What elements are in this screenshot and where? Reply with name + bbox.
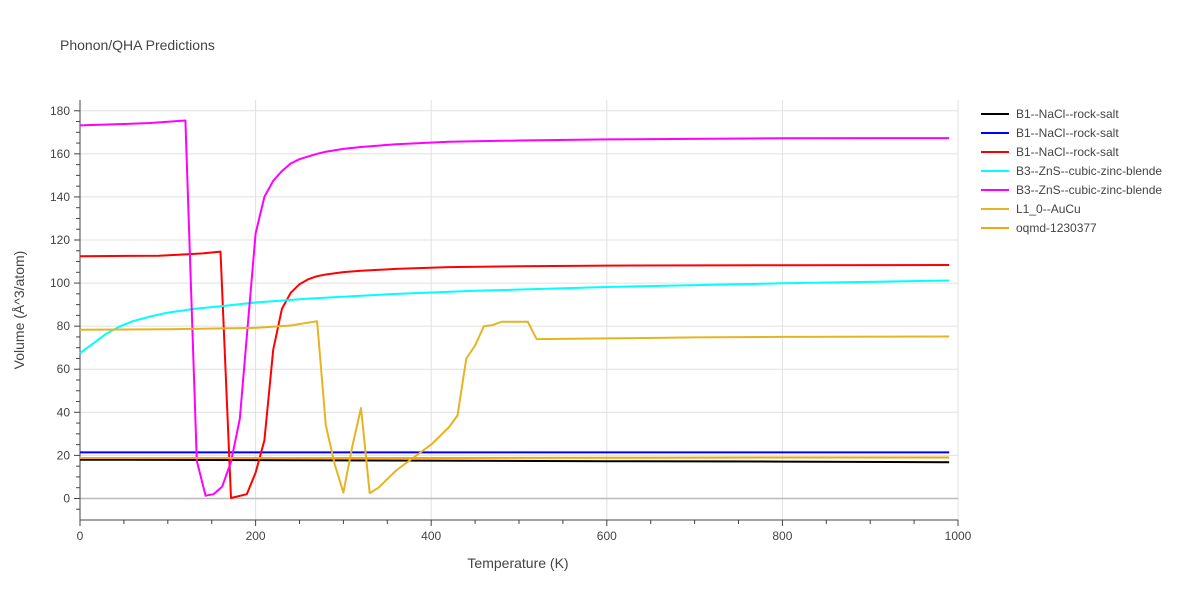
legend-item-2[interactable]: B1--NaCl--rock-salt (981, 126, 1119, 140)
legend-item-1[interactable]: B1--NaCl--rock-salt (981, 107, 1119, 121)
y-axis-title: Volume (Å^3/atom) (11, 251, 27, 370)
chart-title: Phonon/QHA Predictions (60, 37, 215, 53)
y-tick-labels: 0 20 40 60 80 100 120 140 160 180 (50, 104, 70, 506)
y-tick-label: 100 (50, 276, 70, 290)
legend-label: B1--NaCl--rock-salt (1016, 126, 1119, 140)
legend-label: oqmd-1230377 (1016, 221, 1097, 235)
x-tick-labels: 0 200 400 600 800 1000 (77, 529, 972, 543)
legend-item-3[interactable]: B1--NaCl--rock-salt (981, 145, 1119, 159)
x-tick-label: 600 (597, 529, 617, 543)
axes (74, 100, 959, 526)
series-line-7 (80, 456, 950, 459)
series-line-4 (79, 279, 950, 354)
y-tick-label: 120 (50, 233, 70, 247)
legend-label: B1--NaCl--rock-salt (1016, 107, 1119, 121)
legend-item-4[interactable]: B3--ZnS--cubic-zinc-blende (981, 164, 1162, 178)
x-tick-label: 0 (77, 529, 84, 543)
series-line-5 (79, 119, 950, 497)
y-tick-label: 140 (50, 190, 70, 204)
x-axis-title: Temperature (K) (467, 555, 568, 571)
y-tick-label: 160 (50, 147, 70, 161)
legend-label: L1_0--AuCu (1016, 202, 1081, 216)
x-tick-label: 800 (772, 529, 792, 543)
y-tick-label: 40 (57, 405, 71, 419)
series-line-3 (79, 250, 950, 499)
legend: B1--NaCl--rock-salt B1--NaCl--rock-salt B1… (981, 107, 1162, 235)
series-line-1 (79, 458, 950, 464)
y-tick-label: 180 (50, 104, 70, 118)
legend-item-5[interactable]: B3--ZnS--cubic-zinc-blende (981, 183, 1162, 197)
legend-item-7[interactable]: oqmd-1230377 (981, 221, 1097, 235)
legend-label: B3--ZnS--cubic-zinc-blende (1016, 183, 1162, 197)
y-tick-label: 20 (57, 448, 71, 462)
y-tick-label: 80 (57, 319, 71, 333)
y-tick-label: 60 (57, 362, 71, 376)
x-tick-label: 200 (246, 529, 266, 543)
legend-label: B1--NaCl--rock-salt (1016, 145, 1119, 159)
series-lines (79, 119, 950, 499)
legend-item-6[interactable]: L1_0--AuCu (981, 202, 1081, 216)
legend-label: B3--ZnS--cubic-zinc-blende (1016, 164, 1162, 178)
x-tick-label: 400 (421, 529, 441, 543)
series-line-6 (79, 320, 950, 495)
x-tick-label: 1000 (945, 529, 972, 543)
y-tick-label: 0 (63, 491, 70, 505)
